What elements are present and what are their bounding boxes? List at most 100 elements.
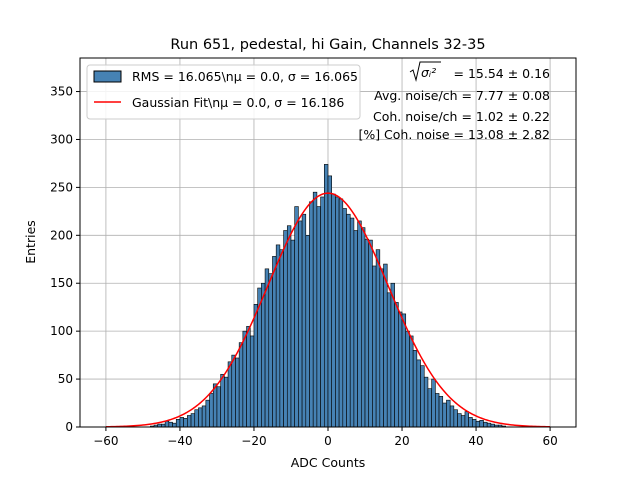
histogram-bar: [460, 415, 466, 428]
coherent-noise-percent: [%] Coh. noise = 13.08 ± 2.82: [358, 127, 550, 142]
y-tick-label: 200: [50, 228, 73, 242]
histogram-bar: [305, 235, 310, 428]
histogram-bar: [183, 418, 188, 428]
gaussian-fit-line: [105, 192, 551, 428]
histogram-bar: [279, 249, 284, 428]
histogram-bar: [175, 419, 181, 428]
histogram-bar: [216, 386, 221, 428]
histogram-bar: [227, 361, 233, 428]
histogram-bar: [401, 313, 407, 428]
histogram-bar: [357, 220, 362, 428]
histogram-bar: [290, 239, 295, 428]
histogram-bar: [238, 342, 244, 428]
histogram-bar: [375, 249, 381, 428]
histogram-bar: [342, 208, 347, 428]
histogram-bar: [364, 238, 370, 428]
histogram-bar: [412, 350, 418, 428]
legend-label-histogram: RMS = 16.065\nμ = 0.0, σ = 16.065: [132, 69, 358, 84]
histogram-bar: [335, 196, 340, 428]
y-tick-label: 250: [50, 180, 73, 194]
x-tick-label: 0: [324, 434, 332, 448]
histogram-bar: [409, 335, 414, 428]
histogram-bar: [475, 420, 481, 428]
histogram-bar: [187, 415, 192, 428]
legend-swatch-histogram: [93, 70, 122, 83]
histogram-bar: [398, 311, 403, 428]
histogram-bar: [231, 354, 236, 428]
x-tick-label: 20: [394, 434, 409, 448]
histogram-bar: [261, 282, 266, 428]
histogram-bar: [198, 407, 203, 428]
histogram-bar: [309, 201, 314, 428]
histogram-bar: [379, 268, 384, 428]
y-tick-label: 150: [50, 276, 73, 290]
x-tick-label: −40: [167, 434, 192, 448]
y-tick-label: 50: [58, 372, 73, 386]
histogram-bar: [368, 239, 373, 428]
histogram-bar: [361, 227, 366, 428]
sigma-i-squared-label: σᵢ²: [421, 65, 436, 80]
y-tick-label: 300: [50, 132, 73, 146]
histogram-bar: [249, 335, 255, 428]
histogram-bar: [179, 417, 184, 428]
histogram-bar: [312, 191, 318, 428]
histogram-bar: [298, 220, 303, 428]
histogram-bar: [486, 422, 492, 428]
histogram-bar: [353, 230, 358, 428]
rms-noise-value: = 15.54 ± 0.16: [454, 66, 551, 81]
histogram-bar: [205, 399, 210, 428]
histogram-bar: [301, 213, 307, 428]
histogram-bar: [479, 419, 484, 428]
histogram-bar: [275, 244, 281, 428]
histogram-bar: [453, 409, 458, 428]
histogram-bar: [268, 273, 273, 428]
histogram-bar: [438, 396, 444, 428]
histogram-bar: [464, 411, 469, 428]
y-tick-label: 0: [65, 420, 73, 434]
avg-noise-per-channel: Avg. noise/ch = 7.77 ± 0.08: [374, 88, 550, 103]
histogram-bar: [212, 383, 218, 428]
histogram-bar: [338, 198, 344, 428]
histogram-bar: [209, 393, 214, 428]
histogram-bar: [446, 399, 451, 428]
legend-frame: [86, 64, 361, 120]
x-tick-label: 40: [468, 434, 483, 448]
histogram-bar: [272, 256, 277, 428]
histogram-bar: [394, 302, 399, 428]
histogram-bar: [431, 378, 436, 428]
histogram-bar: [242, 330, 247, 428]
histogram-bar: [194, 409, 199, 428]
histogram-bar: [172, 422, 177, 428]
histogram-bar: [235, 357, 240, 428]
histogram-bar: [253, 304, 258, 428]
legend: RMS = 16.065\nμ = 0.0, σ = 16.065 Gaussi…: [86, 64, 361, 120]
histogram-bar: [442, 402, 447, 428]
histogram-bar: [416, 359, 421, 428]
histogram-bar: [346, 213, 351, 428]
x-tick-label: −20: [241, 434, 266, 448]
sqrt-sigma-symbol: σᵢ²: [409, 61, 441, 82]
histogram-bar: [286, 225, 292, 428]
histogram-bar: [201, 405, 207, 428]
histogram-bar: [320, 196, 325, 428]
histogram-bar: [386, 292, 392, 428]
coherent-noise-per-channel: Coh. noise/ch = 1.02 ± 0.22: [373, 109, 550, 124]
histogram-bar: [427, 388, 432, 428]
y-tick-label: 100: [50, 324, 73, 338]
histogram-bar: [372, 265, 377, 428]
histogram-bar: [449, 405, 455, 428]
histogram-bar: [283, 230, 288, 428]
histogram-bar: [383, 263, 388, 428]
histogram-bar: [349, 217, 355, 428]
x-axis-label: ADC Counts: [291, 455, 366, 470]
x-tick-label: 60: [542, 434, 557, 448]
histogram-bar: [220, 373, 225, 428]
histogram-bar: [435, 393, 440, 428]
histogram-bar: [423, 376, 429, 428]
histogram-bar: [323, 164, 329, 428]
histogram-bar: [331, 193, 336, 428]
legend-label-gaussian-fit: Gaussian Fit\nμ = 0.0, σ = 16.186: [132, 95, 344, 110]
histogram-bar: [483, 421, 488, 428]
histogram-bar: [327, 175, 333, 428]
